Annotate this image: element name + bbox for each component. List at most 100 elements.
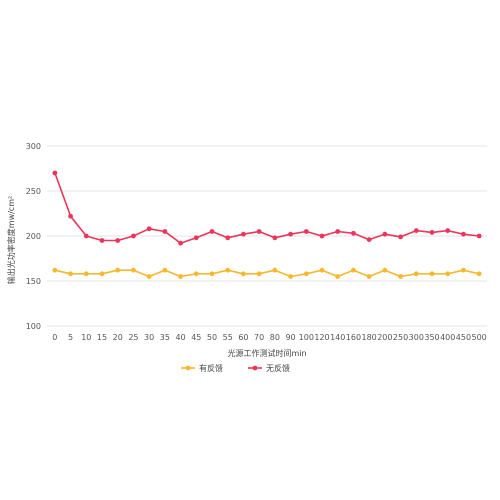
x-tick-label: 180	[362, 333, 377, 342]
data-point	[162, 229, 168, 234]
data-point	[319, 233, 325, 239]
y-tick-label: 150	[26, 277, 41, 286]
y-tick-label: 300	[26, 142, 41, 151]
data-point	[193, 235, 199, 241]
data-point	[413, 271, 419, 277]
x-tick-label: 55	[223, 333, 233, 342]
x-tick-label: 20	[113, 333, 123, 342]
data-point	[445, 271, 451, 277]
y-tick-label: 100	[26, 322, 41, 331]
y-axis-title: 输出光功率密度mw/cm²	[6, 196, 16, 284]
x-tick-label: 80	[270, 333, 280, 342]
data-point	[83, 271, 89, 277]
data-point	[68, 213, 73, 219]
x-tick-label: 500	[472, 333, 487, 342]
data-point	[241, 271, 246, 277]
data-point	[131, 233, 136, 239]
legend-item: 无反馈	[248, 363, 290, 373]
data-point	[476, 271, 482, 277]
data-point	[272, 235, 278, 241]
data-point	[99, 238, 105, 243]
data-point	[256, 229, 262, 234]
data-point	[99, 271, 105, 277]
data-point	[115, 238, 121, 243]
y-tick-label: 200	[26, 232, 41, 241]
data-point	[382, 267, 388, 273]
x-tick-label: 45	[191, 333, 201, 342]
y-tick-label: 250	[26, 187, 41, 196]
x-axis-ticks: 0 5 10 15 20 25 30 35 40 45 50 55 60 70 80 90 100 120 140 1…	[52, 333, 486, 342]
data-point	[413, 228, 419, 234]
data-point	[256, 271, 262, 277]
x-axis-title: 光源工作测试时间min	[227, 348, 306, 358]
data-point	[366, 274, 372, 279]
data-point	[115, 267, 121, 273]
data-point	[178, 240, 183, 246]
y-axis-ticks: 100 150 200 250 300	[26, 142, 41, 331]
x-tick-label: 0	[52, 333, 57, 342]
data-point	[445, 228, 451, 234]
x-tick-label: 250	[393, 333, 408, 342]
data-point	[335, 274, 341, 279]
data-point	[225, 235, 231, 241]
x-tick-label: 300	[409, 333, 424, 342]
x-tick-label: 50	[207, 333, 217, 342]
data-point	[146, 274, 152, 279]
data-point	[209, 229, 215, 234]
x-tick-label: 100	[299, 333, 314, 342]
x-tick-label: 5	[68, 333, 73, 342]
data-point	[83, 233, 89, 239]
legend-item: 有反馈	[181, 363, 223, 373]
data-point	[461, 231, 466, 237]
series-1	[52, 267, 482, 279]
x-tick-label: 25	[128, 333, 138, 342]
x-tick-label: 60	[238, 333, 248, 342]
data-point	[319, 267, 325, 273]
x-tick-label: 350	[424, 333, 439, 342]
x-tick-label: 30	[144, 333, 154, 342]
x-tick-label: 40	[175, 333, 185, 342]
x-tick-label: 35	[160, 333, 170, 342]
x-tick-label: 400	[440, 333, 455, 342]
series-2	[52, 170, 482, 246]
series-lines	[52, 170, 482, 279]
data-point	[461, 267, 466, 273]
data-point	[303, 271, 309, 277]
data-point	[146, 226, 152, 232]
data-point	[241, 231, 246, 237]
legend: 有反馈 无反馈	[181, 363, 290, 373]
data-point	[288, 274, 293, 279]
data-point	[209, 271, 215, 277]
data-point	[398, 234, 403, 240]
data-point	[382, 231, 388, 237]
x-tick-label: 70	[254, 333, 264, 342]
data-point	[131, 267, 136, 273]
data-point	[303, 229, 309, 234]
data-point	[335, 229, 341, 234]
data-point	[68, 271, 73, 277]
data-point	[178, 274, 183, 279]
data-point	[272, 267, 278, 273]
data-point	[52, 267, 58, 273]
data-point	[398, 274, 403, 279]
series-line	[54, 172, 480, 244]
legend-swatch-marker	[252, 365, 258, 371]
x-tick-label: 120	[314, 333, 329, 342]
x-tick-label: 200	[377, 333, 392, 342]
x-tick-label: 140	[330, 333, 345, 342]
x-tick-label: 10	[81, 333, 91, 342]
data-point	[225, 267, 231, 273]
legend-swatch-marker	[185, 365, 191, 371]
data-point	[429, 271, 435, 277]
data-point	[476, 233, 482, 239]
data-point	[288, 231, 293, 237]
data-point	[162, 267, 168, 273]
data-point	[52, 170, 58, 176]
x-tick-label: 90	[285, 333, 295, 342]
x-tick-label: 15	[97, 333, 107, 342]
x-tick-label: 450	[456, 333, 471, 342]
data-point	[351, 267, 356, 273]
legend-label: 有反馈	[199, 363, 223, 373]
legend-label: 无反馈	[266, 363, 290, 373]
